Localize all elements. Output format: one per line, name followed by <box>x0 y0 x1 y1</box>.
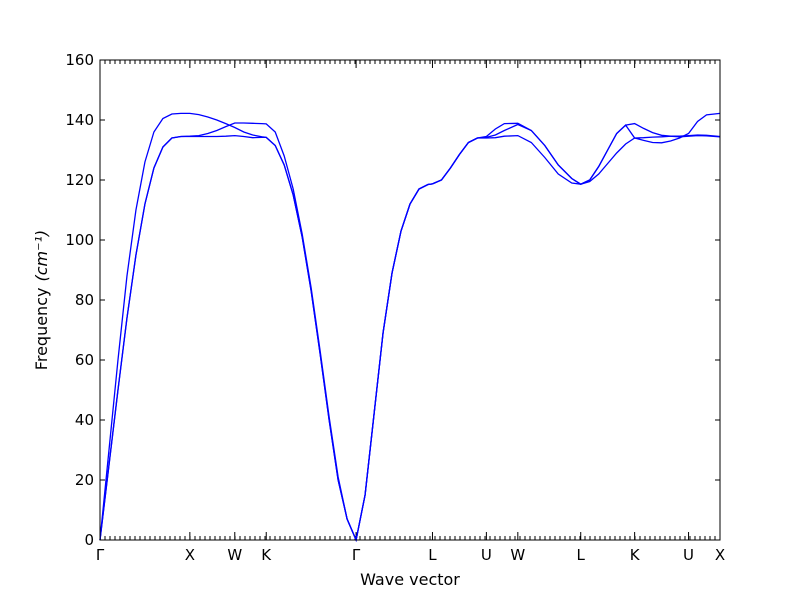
y-tick-label: 120 <box>65 171 94 189</box>
x-tick-label: X <box>715 546 725 564</box>
y-tick-label: 80 <box>75 291 94 309</box>
y-tick-label: 140 <box>65 111 94 129</box>
y-tick-label: 60 <box>75 351 94 369</box>
x-tick-label: X <box>185 546 195 564</box>
y-axis-label-text: Frequency <box>32 288 51 371</box>
axis-ticks <box>99 59 721 541</box>
x-tick-label: Γ <box>96 546 105 564</box>
y-tick-label: 20 <box>75 471 94 489</box>
x-axis-label: Wave vector <box>360 570 460 589</box>
x-tick-label: U <box>683 546 694 564</box>
series-line-3 <box>99 112 721 543</box>
y-tick-label: 0 <box>84 531 94 549</box>
series-line-1 <box>99 134 721 543</box>
y-tick-label: 40 <box>75 411 94 429</box>
y-tick-label: 160 <box>65 51 94 69</box>
x-tick-label: Γ <box>352 546 361 564</box>
x-tick-label: W <box>227 546 242 564</box>
x-tick-label: U <box>481 546 492 564</box>
series-lines <box>99 112 721 543</box>
x-tick-label: W <box>510 546 525 564</box>
x-tick-label: L <box>428 546 437 564</box>
plot-frame <box>99 59 721 541</box>
x-tick-label: K <box>261 546 272 564</box>
x-tick-label: L <box>577 546 586 564</box>
y-tick-label: 100 <box>65 231 94 249</box>
y-axis-label: Frequency (cm⁻¹) <box>32 230 51 370</box>
series-line-2 <box>99 122 721 543</box>
x-tick-label: K <box>630 546 641 564</box>
y-axis-label-unit: (cm⁻¹) <box>32 230 51 282</box>
